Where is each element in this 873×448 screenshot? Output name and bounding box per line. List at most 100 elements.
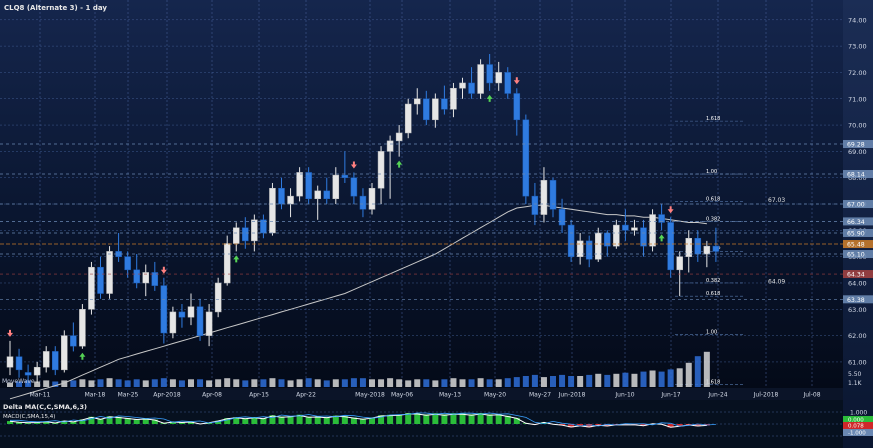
volume-bar (260, 379, 267, 387)
volume-bar (649, 370, 656, 387)
price-tag-box (843, 250, 873, 259)
y-tick-label: 61.00 (848, 358, 867, 366)
volume-bar (215, 379, 222, 387)
volume-bar (323, 380, 330, 387)
indicator-bar (441, 414, 448, 424)
volume-bar (658, 371, 665, 387)
indicator-bar (142, 418, 149, 424)
volume-bar (79, 379, 86, 387)
candle-body (404, 103, 412, 134)
indicator-bar (495, 413, 502, 424)
price-tag-label: 63.38 (847, 297, 865, 304)
volume-bar (169, 379, 176, 387)
candle-body (242, 227, 249, 242)
volume-bar (178, 380, 185, 387)
indicator-bar (16, 422, 23, 424)
side-level-label: 67.03 (768, 197, 785, 204)
indicator-bar (676, 424, 683, 427)
level-label: 0.382 (706, 278, 720, 284)
candle-body (178, 311, 186, 318)
y-tick-label: 72.00 (848, 69, 867, 77)
volume-bar (559, 374, 566, 387)
volume-bar (423, 379, 430, 387)
price-tag-label: 65.90 (847, 230, 865, 237)
x-tick-label: Jul-08 (802, 392, 820, 399)
volume-bar (359, 378, 366, 387)
candle-body (214, 282, 222, 313)
volume-bar (133, 379, 140, 387)
indicator-bar (468, 414, 475, 424)
indicator-bar (604, 424, 611, 427)
level-label: 1.00 (706, 329, 717, 335)
candle-body (423, 98, 430, 121)
candle-body (395, 132, 403, 142)
volume-bar (459, 379, 466, 387)
indicator-bar (269, 415, 276, 424)
indicator-bar (423, 414, 430, 424)
sell-arrow-icon (160, 266, 167, 274)
candle-body (196, 306, 204, 336)
indicator-bar (70, 421, 77, 424)
volume-bar (350, 378, 357, 387)
indicator-bar (369, 417, 375, 424)
candle-body (305, 172, 312, 200)
volume-bar (531, 374, 538, 387)
indicator-bar (260, 418, 267, 424)
indicator-bar (124, 417, 131, 424)
candle-body (658, 214, 665, 223)
candle-body (97, 266, 104, 294)
price-tag-box (843, 217, 873, 226)
candle-body (531, 195, 539, 215)
candle-body (269, 187, 276, 234)
candle-body (676, 256, 683, 271)
candle-body (124, 256, 131, 271)
candle-body (233, 227, 240, 244)
volume-bar (61, 380, 68, 387)
price-tags: 69.28 68.14 67.00 66.34 65.90 65.48 65.10 64.34… (0, 140, 873, 304)
indicator-bar (477, 413, 484, 424)
volume-bar (685, 362, 692, 387)
moving-average-line (9, 204, 707, 400)
sell-arrow-icon (513, 77, 520, 85)
candle-body (70, 335, 77, 347)
candle-body (341, 174, 349, 178)
main-pane-background (0, 0, 843, 388)
indicator-bar (432, 413, 439, 424)
candle-body (613, 224, 620, 247)
x-tick-label: Mar-25 (118, 392, 139, 399)
x-tick-label: Apr-15 (249, 392, 269, 399)
volume-bar (622, 372, 629, 387)
y-tick-label: 70.00 (848, 122, 867, 130)
buy-arrow-icon (396, 160, 403, 168)
indicator-bar (332, 415, 339, 424)
indicator-bar (305, 416, 312, 424)
volume-bar (604, 374, 611, 387)
buy-arrow-icon (233, 255, 240, 263)
candle-body (477, 64, 484, 94)
candle-body (79, 309, 86, 347)
indicator-bar (79, 419, 86, 424)
indicator-axis-label: 1.000 (850, 410, 867, 417)
indicator-bar (568, 424, 575, 428)
indicator-bar (224, 418, 231, 424)
price-tag-label: 66.34 (847, 219, 865, 226)
candle-body (142, 272, 149, 284)
y-tick-label: 73.00 (848, 43, 867, 51)
indicator-bar (414, 413, 421, 424)
indicator-bar (25, 422, 32, 424)
indicator-tag-label: 0.000 (848, 418, 864, 424)
indicator-bar (88, 416, 95, 424)
candle-body (414, 98, 421, 105)
candle-body (703, 245, 711, 255)
indicator-bar (378, 415, 385, 424)
volume-bar (242, 380, 249, 387)
candle-body (685, 237, 692, 257)
x-tick-label: Apr-08 (202, 392, 222, 399)
date-axis: Mar-11 Mar-18 Mar-25 Apr-2018 Apr-08 Apr-15 Ap… (30, 392, 821, 399)
indicator-bar (640, 424, 647, 427)
indicator-bar (359, 418, 366, 424)
sell-arrow-icon (7, 329, 13, 337)
indicator-tag-box (843, 429, 873, 436)
candle-body (260, 219, 267, 234)
